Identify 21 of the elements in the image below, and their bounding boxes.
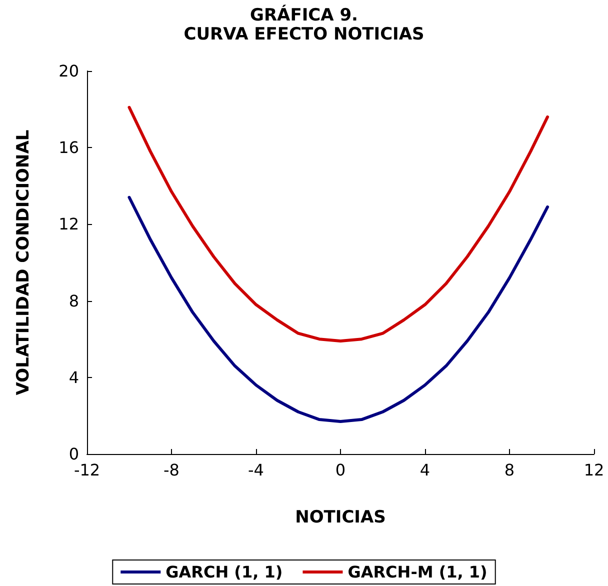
y-tick-label: 0: [68, 444, 79, 464]
x-tick-label: -12: [74, 460, 100, 480]
line-series: [128, 106, 550, 343]
x-tick-label: 12: [584, 460, 604, 480]
legend-label: GARCH (1, 1): [166, 562, 283, 582]
y-tick-label: 16: [58, 138, 79, 158]
y-tick-label: 8: [68, 291, 79, 310]
y-tick-label: 12: [58, 214, 79, 234]
x-tick-label: 8: [504, 460, 515, 480]
x-axis-title: NOTICIAS: [295, 508, 386, 528]
y-axis-title: VOLATILIDAD CONDICIONAL: [14, 130, 34, 396]
chart-subtitle: CURVA EFECTO NOTICIAS: [184, 24, 424, 44]
legend-label: GARCH-M (1, 1): [348, 562, 488, 582]
x-tick-label: -4: [248, 460, 264, 480]
x-tick-label: -8: [164, 460, 180, 480]
x-tick-label: 0: [335, 460, 346, 480]
chart-title: GRÁFICA 9.: [250, 4, 358, 26]
y-tick-label: 20: [58, 62, 79, 80]
x-tick-label: 4: [420, 460, 430, 480]
line-series: [128, 196, 550, 423]
y-tick-label: 4: [68, 368, 79, 387]
